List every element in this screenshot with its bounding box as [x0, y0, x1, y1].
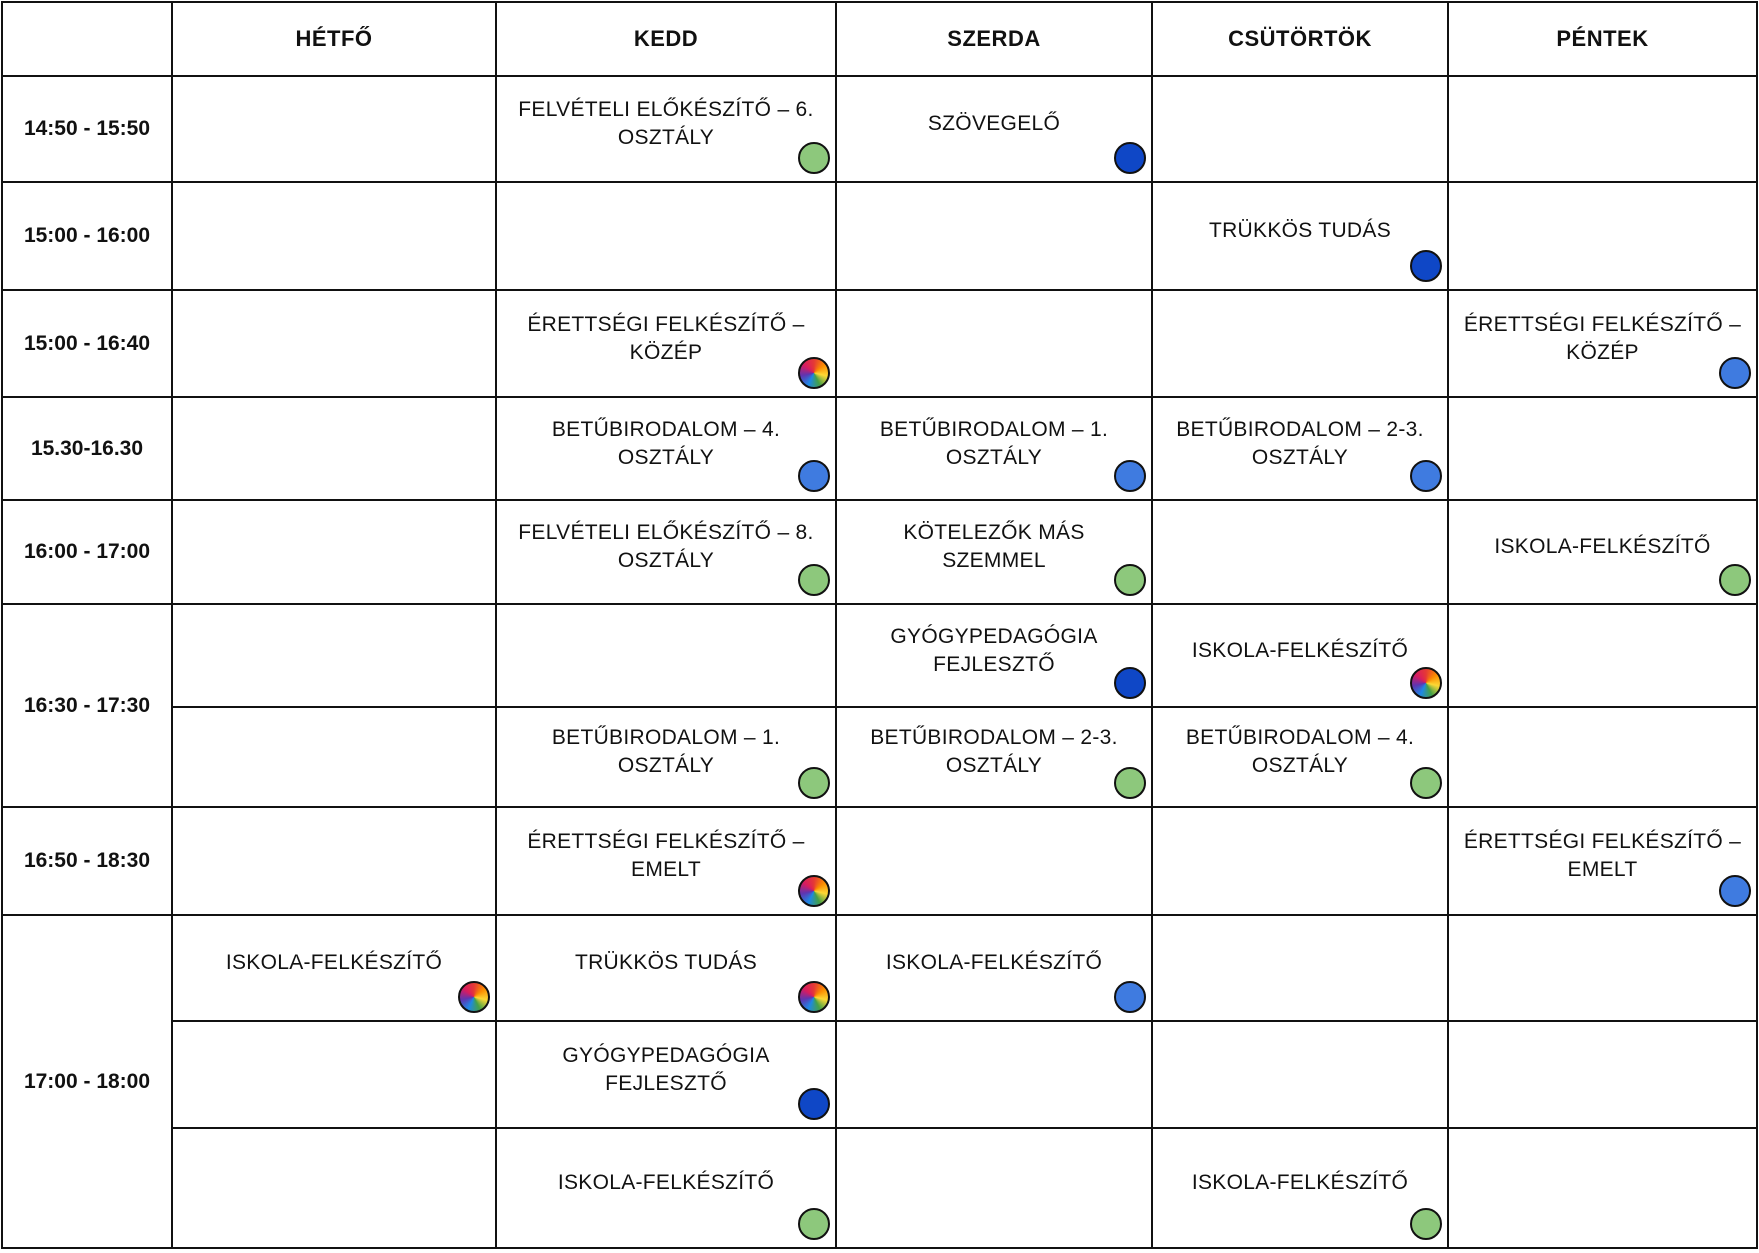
class-entry[interactable]: ISKOLA-FELKÉSZÍTŐ [225, 951, 443, 974]
category-dot-icon [798, 1088, 830, 1120]
category-dot-icon [798, 460, 830, 492]
class-entry[interactable]: KÖTELEZŐK MÁS SZEMMEL [903, 521, 1085, 572]
category-dot-icon [798, 357, 830, 389]
class-entry[interactable]: BETŰBIRODALOM – 4. OSZTÁLY [1185, 726, 1415, 777]
category-dot-icon [1410, 767, 1442, 799]
class-entry[interactable]: BETŰBIRODALOM – 2-3. OSZTÁLY [870, 726, 1118, 777]
class-entry[interactable]: ÉRETTSÉGI FELKÉSZÍTŐ – KÖZÉP [527, 312, 805, 364]
class-entry[interactable]: SZÖVEGELŐ [927, 112, 1061, 135]
grid-line-vertical [495, 1, 497, 1249]
category-dot-icon [798, 981, 830, 1013]
category-dot-icon [1114, 564, 1146, 596]
class-entry[interactable]: BETŰBIRODALOM – 1. OSZTÁLY [879, 417, 1109, 469]
category-dot-icon [1114, 667, 1146, 699]
category-dot-icon [1114, 767, 1146, 799]
class-entry[interactable]: BETŰBIRODALOM – 1. OSZTÁLY [551, 726, 781, 777]
class-entry[interactable]: ÉRETTSÉGI FELKÉSZÍTŐ – EMELT [527, 830, 805, 881]
class-entry[interactable]: TRÜKKÖS TUDÁS [574, 951, 758, 974]
class-entry[interactable]: TRÜKKÖS TUDÁS [1208, 219, 1392, 242]
grid-line-vertical [1447, 1, 1449, 1249]
grid-line-horizontal [1, 75, 1758, 77]
category-dot-icon [798, 875, 830, 907]
grid-line-horizontal [1, 1, 1758, 3]
class-entry[interactable]: ÉRETTSÉGI FELKÉSZÍTŐ – KÖZÉP [1463, 312, 1742, 364]
time-slot-label: 15:00 - 16:00 [23, 224, 151, 247]
class-entry[interactable]: ISKOLA-FELKÉSZÍTŐ [1191, 1171, 1409, 1194]
time-slot-label: 15.30-16.30 [30, 436, 144, 460]
grid-line-horizontal [171, 1020, 1758, 1022]
day-header: HÉTFŐ [295, 26, 373, 51]
category-dot-icon [1114, 981, 1146, 1013]
class-entry[interactable]: FELVÉTELI ELŐKÉSZÍTŐ – 8. OSZTÁLY [518, 521, 814, 572]
category-dot-icon [1114, 460, 1146, 492]
grid-line-horizontal [1, 181, 1758, 183]
time-slot-label: 14:50 - 15:50 [23, 117, 151, 140]
category-dot-icon [458, 981, 490, 1013]
class-entry[interactable]: BETŰBIRODALOM – 4. OSZTÁLY [551, 417, 781, 469]
grid-line-horizontal [1, 289, 1758, 291]
class-entry[interactable]: ÉRETTSÉGI FELKÉSZÍTŐ – EMELT [1463, 830, 1742, 881]
category-dot-icon [1410, 250, 1442, 282]
class-entry[interactable]: GYÓGYPEDAGÓGIA FEJLESZTŐ [562, 1043, 770, 1095]
grid-line-horizontal [1, 499, 1758, 501]
category-dot-icon [798, 142, 830, 174]
category-dot-icon [1410, 1208, 1442, 1240]
time-slot-label: 16:30 - 17:30 [23, 693, 151, 717]
category-dot-icon [1410, 667, 1442, 699]
grid-line-horizontal [171, 706, 1758, 708]
class-entry[interactable]: ISKOLA-FELKÉSZÍTŐ [557, 1171, 775, 1194]
grid-line-horizontal [1, 914, 1758, 916]
class-entry[interactable]: FELVÉTELI ELŐKÉSZÍTŐ – 6. OSZTÁLY [518, 98, 814, 149]
category-dot-icon [798, 1208, 830, 1240]
grid-line-vertical [835, 1, 837, 1249]
class-entry[interactable]: ISKOLA-FELKÉSZÍTŐ [1494, 535, 1711, 558]
category-dot-icon [1410, 460, 1442, 492]
grid-line-vertical [1151, 1, 1153, 1249]
day-header: KEDD [633, 26, 699, 51]
time-slot-label: 15:00 - 16:40 [23, 331, 151, 355]
class-entry[interactable]: GYÓGYPEDAGÓGIA FEJLESZTŐ [890, 624, 1098, 676]
class-entry[interactable]: BETŰBIRODALOM – 2-3. OSZTÁLY [1176, 417, 1424, 469]
class-entry[interactable]: ISKOLA-FELKÉSZÍTŐ [1191, 638, 1409, 662]
category-dot-icon [1719, 564, 1751, 596]
day-header: PÉNTEK [1556, 26, 1649, 51]
grid-line-horizontal [171, 1127, 1758, 1129]
grid-line-vertical [1756, 1, 1758, 1249]
time-slot-label: 16:00 - 17:00 [23, 540, 151, 563]
day-header: SZERDA [947, 26, 1041, 51]
time-slot-label: 17:00 - 18:00 [23, 1069, 151, 1093]
category-dot-icon [798, 767, 830, 799]
class-entry[interactable]: ISKOLA-FELKÉSZÍTŐ [885, 951, 1103, 974]
category-dot-icon [1719, 875, 1751, 907]
grid-line-vertical [1, 1, 3, 1249]
category-dot-icon [798, 564, 830, 596]
grid-line-vertical [171, 1, 173, 1249]
grid-line-horizontal [1, 1247, 1758, 1249]
time-slot-label: 16:50 - 18:30 [23, 849, 151, 872]
day-header: CSÜTÖRTÖK [1228, 26, 1372, 51]
category-dot-icon [1719, 357, 1751, 389]
grid-line-horizontal [1, 806, 1758, 808]
grid-line-horizontal [1, 603, 1758, 605]
grid-line-horizontal [1, 396, 1758, 398]
category-dot-icon [1114, 142, 1146, 174]
